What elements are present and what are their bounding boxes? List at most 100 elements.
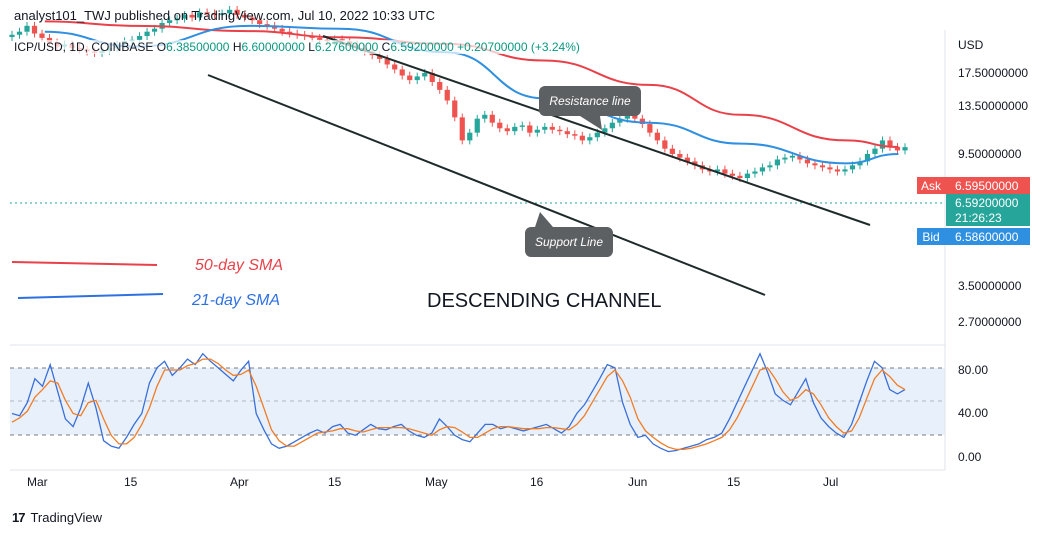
time-axis-label: 15	[727, 475, 741, 489]
candle-body	[744, 173, 751, 179]
candle-body	[647, 124, 653, 133]
time-axis-label: Jul	[823, 475, 838, 489]
candle-body	[827, 167, 833, 170]
price-axis-label: 17.50000000	[958, 66, 1028, 80]
candle-body	[722, 169, 728, 174]
candle-body	[902, 147, 908, 151]
candle-body	[879, 140, 886, 149]
support-trendline[interactable]	[207, 74, 766, 296]
rsi-axis-label: 0.00	[958, 450, 982, 464]
sma50-legend-swatch	[11, 261, 158, 266]
candle-body	[842, 169, 848, 172]
footer[interactable]: 17 TradingView	[12, 510, 102, 525]
candle-body	[594, 132, 600, 138]
candle-body	[617, 118, 623, 123]
candle-body	[692, 161, 698, 166]
candle-body	[782, 157, 788, 160]
candle-body	[564, 131, 570, 135]
bid-label: Bid	[922, 230, 939, 244]
resistance-trendline[interactable]	[322, 35, 871, 226]
candle-body	[39, 33, 45, 38]
change-value: +0.20700000 (+3.24%)	[457, 40, 580, 54]
candle-body	[752, 171, 758, 174]
sma50-legend-label: 50-day SMA	[195, 257, 283, 274]
candle-body	[197, 12, 203, 18]
sma21-legend-swatch	[17, 293, 164, 299]
price-pane[interactable]	[10, 30, 945, 340]
support-callout[interactable]: Support Line	[525, 212, 613, 257]
close-label: C	[381, 40, 391, 54]
bar-countdown: 21:26:23	[955, 211, 1002, 225]
candle-body	[189, 14, 195, 18]
candle-body	[317, 37, 323, 40]
candle-body	[9, 34, 15, 38]
last-price-value: 6.59200000	[955, 196, 1019, 210]
ask-badge: Ask 6.59500000	[917, 177, 1030, 194]
candle-body	[227, 9, 233, 14]
candle-body	[669, 148, 675, 154]
candle-body	[474, 118, 480, 133]
candle-body	[579, 135, 585, 141]
bid-badge: Bid 6.58600000	[917, 228, 1030, 245]
channel-label: DESCENDING CHANNEL	[427, 290, 661, 312]
close-value: 6.59200000	[390, 40, 454, 54]
candle-body	[527, 125, 533, 133]
candle-body	[489, 114, 495, 123]
candle-body	[422, 72, 428, 77]
candle-body	[729, 173, 736, 176]
symbol-name[interactable]: ICP/USD, 1D, COINBASE	[14, 40, 154, 54]
candle-body	[872, 148, 878, 154]
candle-body	[437, 81, 443, 90]
candle-body	[482, 114, 488, 119]
candle-body	[24, 25, 30, 32]
candle-body	[774, 159, 781, 166]
candle-body	[572, 134, 578, 136]
sma21-legend-label: 21-day SMA	[191, 292, 280, 309]
candle-body	[212, 13, 218, 15]
candle-body	[444, 89, 450, 101]
sma21-line	[44, 24, 899, 165]
candle-body	[392, 64, 398, 70]
last-price-badge: 6.59200000 21:26:23	[946, 194, 1030, 226]
candle-body	[512, 126, 518, 132]
candle-body	[857, 161, 863, 166]
publish-header: analyst101_TWJ published on TradingView.…	[14, 8, 436, 23]
candle-body	[894, 146, 901, 151]
open-label: O	[156, 40, 167, 54]
rsi-axis-label: 80.00	[958, 363, 988, 377]
candle-body	[639, 118, 645, 125]
candle-body	[242, 14, 248, 18]
time-axis-label: Mar	[27, 475, 48, 489]
candle-body	[789, 155, 796, 158]
candle-body	[16, 31, 23, 35]
stoch-d-line	[11, 358, 906, 451]
time-axis-label: 15	[124, 475, 138, 489]
candle-body	[519, 125, 525, 127]
candle-body	[887, 140, 893, 147]
brand-name: TradingView	[30, 510, 103, 525]
candle-body	[759, 167, 766, 172]
low-label: L	[308, 40, 315, 54]
stoch-k-line	[11, 352, 906, 453]
candle-body	[549, 126, 555, 130]
candle-body	[452, 100, 458, 118]
bid-value: 6.58600000	[955, 230, 1019, 244]
candle-body	[602, 128, 608, 133]
candle-body	[174, 18, 180, 21]
candle-body	[384, 58, 390, 65]
candle-body	[407, 75, 413, 81]
candle-body	[677, 153, 683, 158]
candle-body	[812, 163, 818, 166]
resistance-callout[interactable]: Resistance line	[539, 86, 641, 130]
candle-body	[654, 132, 660, 141]
candle-body	[797, 155, 803, 160]
candle-body	[804, 159, 811, 164]
candle-body	[767, 165, 773, 168]
candle-body	[587, 137, 593, 141]
candle-body	[234, 9, 240, 15]
candle-body	[737, 175, 743, 179]
candle-body	[257, 20, 263, 25]
candle-body	[609, 122, 615, 129]
symbol-legend[interactable]: ICP/USD, 1D, COINBASE O6.38500000 H6.600…	[14, 40, 580, 54]
